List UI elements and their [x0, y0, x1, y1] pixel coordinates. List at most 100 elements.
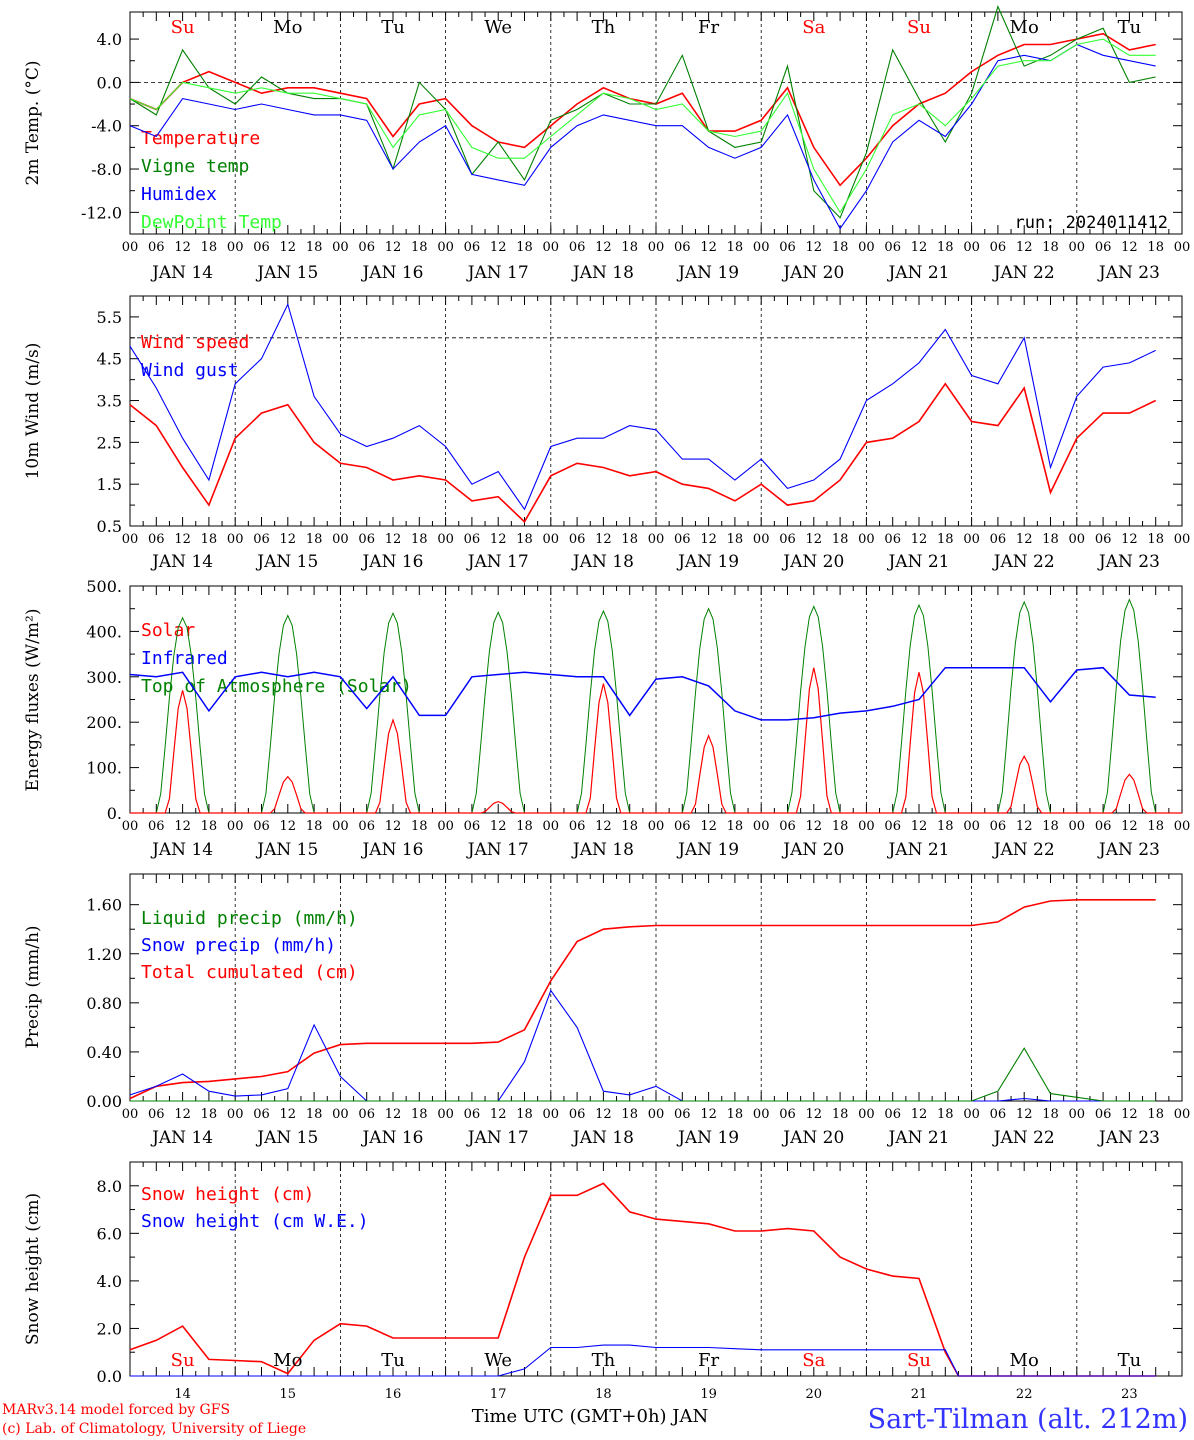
day-name-su: Su: [907, 17, 931, 38]
y-tick-label: -12.0: [81, 203, 122, 222]
solar-line: [656, 734, 762, 814]
y-tick-label: 1.20: [86, 945, 122, 964]
date-label: JAN 21: [886, 840, 949, 860]
hour-tick-label: 12: [385, 819, 402, 834]
date-label: JAN 14: [150, 263, 213, 283]
date-label: JAN 23: [1097, 840, 1160, 860]
hour-tick-label: 18: [621, 819, 638, 834]
hour-tick-label: 12: [806, 819, 823, 834]
y-axis-label: 10m Wind (m/s): [23, 343, 43, 480]
hour-tick-label: 06: [884, 819, 901, 834]
hour-tick-label: 18: [832, 1107, 849, 1122]
hour-tick-label: 06: [990, 240, 1007, 255]
hour-tick-label: 06: [1095, 1107, 1112, 1122]
credit-line-2: (c) Lab. of Climatology, University of L…: [2, 1421, 306, 1437]
day-number: 14: [174, 1387, 191, 1402]
legend-infrared: Infrared: [141, 648, 228, 669]
hour-tick-label: 12: [1121, 240, 1138, 255]
y-tick-label: 0.00: [86, 1092, 122, 1111]
series-dewpoint-temp: [129, 38, 1156, 214]
hour-tick-label: 18: [306, 532, 323, 547]
hour-tick-label: 00: [1069, 240, 1086, 255]
hour-tick-label: 06: [779, 532, 796, 547]
y-tick-label: 0.5: [97, 517, 122, 536]
date-label: JAN 15: [255, 840, 318, 860]
hour-tick-label: 18: [1147, 532, 1164, 547]
y-tick-label: 4.0: [97, 30, 122, 49]
hour-tick-label: 00: [753, 1107, 770, 1122]
y-tick-label: 5.5: [97, 308, 122, 327]
hour-tick-label: 06: [569, 1107, 586, 1122]
toa-solar-line: [656, 607, 762, 814]
hour-tick-label: 06: [674, 819, 691, 834]
day-name-sa: Sa: [802, 17, 825, 38]
day-name-su: Su: [171, 1350, 195, 1371]
hour-tick-label: 12: [1121, 532, 1138, 547]
hour-tick-label: 12: [490, 240, 507, 255]
y-tick-label: 100.: [86, 759, 122, 778]
day-number: 19: [700, 1387, 717, 1402]
date-label: JAN 15: [255, 552, 318, 572]
hour-tick-label: 12: [911, 532, 928, 547]
legend-humidex: Humidex: [141, 184, 217, 205]
hour-tick-label: 00: [543, 1107, 560, 1122]
hour-tick-label: 12: [806, 1107, 823, 1122]
hour-tick-label: 00: [1174, 1107, 1191, 1122]
hour-tick-label: 12: [911, 240, 928, 255]
hour-tick-label: 00: [963, 1107, 980, 1122]
credit-line-1: MARv3.14 model forced by GFS: [2, 1402, 230, 1418]
y-tick-label: 300.: [86, 668, 122, 687]
y-axis-label: Energy fluxes (W/m²): [23, 609, 43, 792]
hour-tick-label: 12: [174, 1107, 191, 1122]
legend-dewpoint-temp: DewPoint Temp: [141, 212, 282, 233]
date-label: JAN 23: [1097, 552, 1160, 572]
date-label: JAN 20: [781, 263, 844, 283]
legend-vigne-temp: Vigne temp: [141, 156, 249, 177]
hour-tick-label: 00: [543, 532, 560, 547]
date-label: JAN 17: [466, 263, 529, 283]
hour-tick-label: 12: [911, 1107, 928, 1122]
solar-line: [235, 775, 341, 814]
hour-tick-label: 06: [358, 1107, 375, 1122]
hour-tick-label: 18: [411, 1107, 428, 1122]
hour-tick-label: 06: [1095, 240, 1112, 255]
hour-tick-label: 12: [174, 532, 191, 547]
hour-tick-label: 00: [1174, 819, 1191, 834]
hour-tick-label: 06: [148, 532, 165, 547]
hour-tick-label: 00: [648, 240, 665, 255]
hour-tick-label: 00: [437, 240, 454, 255]
hour-tick-label: 18: [306, 819, 323, 834]
date-label: JAN 15: [255, 263, 318, 283]
toa-solar-line: [235, 614, 341, 814]
hour-tick-label: 12: [806, 532, 823, 547]
hour-tick-label: 00: [648, 1107, 665, 1122]
date-label: JAN 18: [571, 1128, 634, 1148]
hour-tick-label: 00: [753, 240, 770, 255]
date-label: JAN 19: [676, 1128, 739, 1148]
date-label: JAN 16: [360, 552, 423, 572]
legend-total-cumulated-cm-: Total cumulated (cm): [141, 962, 358, 983]
hour-tick-label: 18: [201, 1107, 218, 1122]
day-number: 21: [911, 1387, 928, 1402]
series-humidex: [129, 43, 1156, 230]
hour-tick-label: 18: [1042, 532, 1059, 547]
hour-tick-label: 18: [411, 240, 428, 255]
hour-tick-label: 00: [227, 819, 244, 834]
hour-tick-label: 18: [621, 240, 638, 255]
date-label: JAN 22: [992, 263, 1055, 283]
hour-tick-label: 18: [1042, 1107, 1059, 1122]
hour-tick-label: 18: [1042, 819, 1059, 834]
series-wind-speed: [129, 382, 1157, 524]
hour-tick-label: 00: [858, 1107, 875, 1122]
date-label: JAN 16: [360, 263, 423, 283]
solar-line: [550, 683, 656, 814]
toa-solar-line: [866, 603, 972, 814]
hour-tick-label: 18: [937, 1107, 954, 1122]
hour-tick-label: 00: [858, 240, 875, 255]
hour-tick-label: 18: [621, 1107, 638, 1122]
solar-line: [340, 717, 446, 814]
hour-tick-label: 00: [332, 532, 349, 547]
hour-tick-label: 12: [490, 532, 507, 547]
series-vigne-temp: [129, 5, 1156, 219]
hour-tick-label: 18: [411, 819, 428, 834]
